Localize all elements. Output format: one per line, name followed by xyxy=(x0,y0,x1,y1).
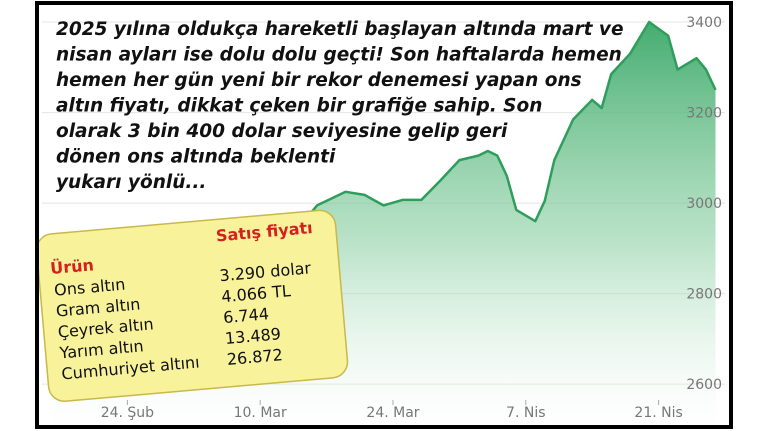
x-tick-label: 7. Nis xyxy=(506,405,545,421)
frame xyxy=(35,1,733,429)
y-tick-label: 3400 xyxy=(686,15,722,31)
annotation-line: 2025 yılına oldukça hareketli başlayan a… xyxy=(56,19,624,40)
x-tick-label: 24. Mar xyxy=(366,405,419,421)
y-tick-label: 3200 xyxy=(686,106,722,122)
x-tick-label: 10. Mar xyxy=(234,405,287,421)
annotation-line: nisan ayları ise dolu dolu geçti! Son ha… xyxy=(56,45,622,66)
table-header: Ürün xyxy=(49,255,94,278)
y-tick-label: 3000 xyxy=(686,196,722,212)
x-tick-label: 24. Şub xyxy=(101,405,154,421)
annotation-line: olarak 3 bin 400 dolar seviyesine gelip … xyxy=(56,121,508,142)
table-cell: 13.489 xyxy=(224,324,281,348)
table-cell: 6.744 xyxy=(222,304,269,327)
annotation: 2025 yılına oldukça hareketli başlayan a… xyxy=(56,19,624,193)
annotation-line: yukarı yönlü... xyxy=(56,172,206,193)
table-box xyxy=(35,209,349,402)
annotation-line: dönen ons altında beklenti xyxy=(56,147,336,168)
y-tick-label: 2600 xyxy=(686,377,722,393)
annotation-line: hemen her gün yeni bir rekor denemesi ya… xyxy=(56,70,582,91)
y-tick-label: 2800 xyxy=(686,287,722,303)
annotation-line: altın fiyatı, dikkat çeken bir grafiğe s… xyxy=(56,96,542,117)
table-cell: 26.872 xyxy=(226,345,283,369)
x-tick-label: 21. Nis xyxy=(634,405,682,421)
